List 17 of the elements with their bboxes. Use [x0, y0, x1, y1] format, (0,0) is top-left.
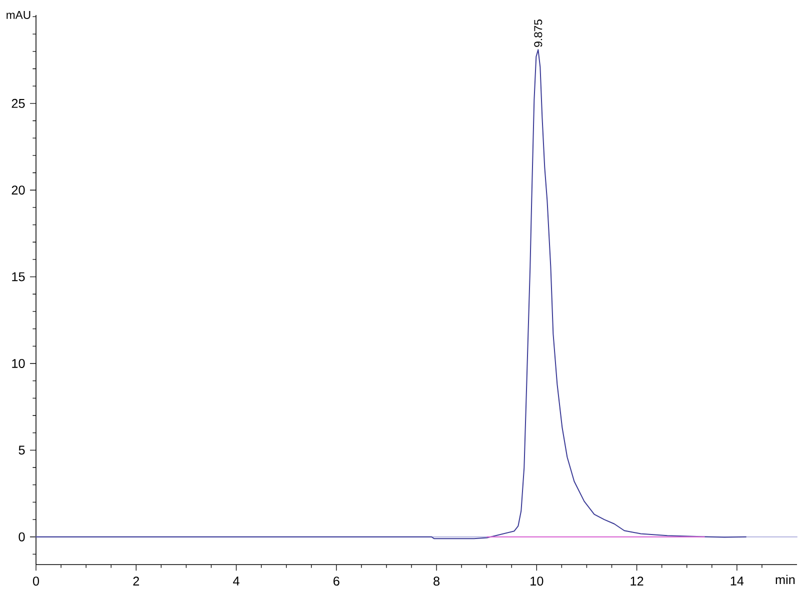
x-tick-label: 4 — [233, 576, 240, 586]
y-tick-label: 10 — [12, 359, 25, 368]
x-tick-label: 12 — [630, 576, 644, 586]
x-tick-label: 2 — [133, 576, 140, 586]
y-tick-label: 15 — [12, 272, 25, 282]
y-axis-title: mAU — [6, 11, 30, 19]
x-tick-label: 14 — [730, 576, 744, 586]
x-tick-label: 6 — [334, 576, 340, 586]
x-tick-label: 8 — [434, 576, 440, 586]
y-tick-label: 0 — [18, 532, 25, 542]
annotation: 9.875 — [534, 20, 542, 47]
y-tick-label: 25 — [12, 98, 25, 108]
x-axis-title: min — [776, 574, 795, 584]
x-tick-label: 0 — [32, 576, 40, 586]
y-tick-label: 20 — [12, 186, 25, 195]
y-tick-label: 5 — [18, 446, 25, 455]
x-tick-label: 10 — [530, 576, 544, 586]
